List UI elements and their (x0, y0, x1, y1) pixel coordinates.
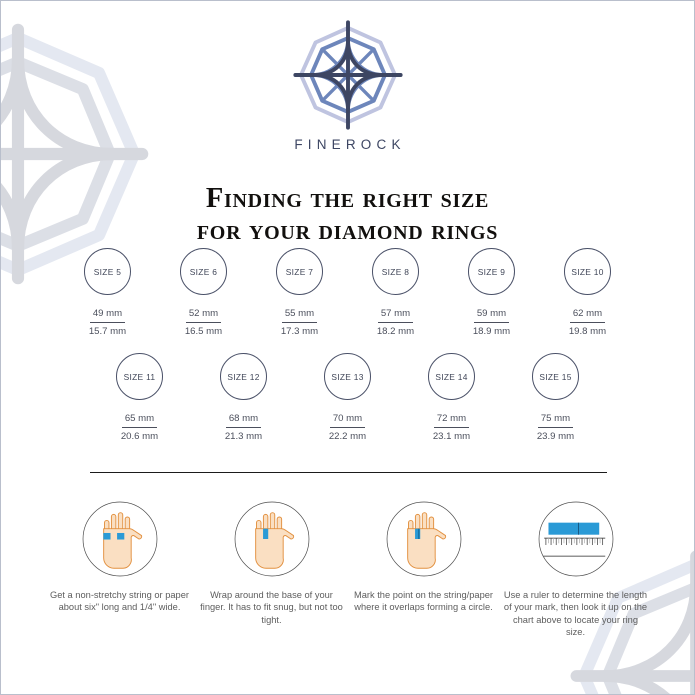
ring-size-label: SIZE 8 (381, 266, 410, 277)
ring-size-circle: SIZE 13 (324, 353, 371, 400)
circumference-value: 65 mm (121, 413, 158, 428)
size-cell: SIZE 15 75 mm 23.9 mm (504, 353, 608, 442)
circumference-value: 59 mm (473, 308, 510, 323)
diameter-value: 19.8 mm (568, 326, 607, 337)
diameter-value: 18.9 mm (472, 326, 511, 337)
diameter-value: 21.3 mm (224, 431, 263, 442)
circumference-value: 70 mm (329, 413, 366, 428)
ring-size-label: SIZE 13 (331, 371, 364, 382)
size-cell: SIZE 8 57 mm 18.2 mm (348, 248, 444, 337)
page-title-line-2: for your diamond rings (196, 215, 499, 247)
instruction-step: Mark the point on the string/paper where… (348, 496, 500, 639)
size-cell: SIZE 6 52 mm 16.5 mm (156, 248, 252, 337)
instruction-text: Use a ruler to determine the length of y… (503, 590, 648, 638)
ring-size-circle: SIZE 14 (428, 353, 475, 400)
circumference-value: 68 mm (225, 413, 262, 428)
diameter-value: 22.2 mm (328, 431, 367, 442)
instruction-text: Get a non-stretchy string or paper about… (49, 590, 189, 613)
ring-measurements: 70 mm 22.2 mm (329, 413, 366, 442)
ring-size-label: SIZE 9 (477, 266, 506, 277)
size-chart-row-1: SIZE 5 49 mm 15.7 mm SIZE 6 52 mm 16.5 m… (1, 248, 694, 337)
ring-size-circle: SIZE 7 (276, 248, 323, 295)
size-cell: SIZE 10 62 mm 19.8 mm (540, 248, 636, 337)
brand-logo-block: FINEROCK (1, 19, 694, 152)
diameter-value: 20.6 mm (120, 431, 159, 442)
instruction-text: Mark the point on the string/paper where… (353, 590, 494, 613)
instructions-row: Get a non-stretchy string or paper about… (1, 496, 694, 639)
hand-wrapped-finger-icon (229, 496, 315, 582)
ring-size-circle: SIZE 9 (468, 248, 515, 295)
instruction-step: Use a ruler to determine the length of y… (500, 496, 652, 639)
ruler-measure-icon (533, 496, 619, 582)
ring-measurements: 62 mm 19.8 mm (569, 308, 606, 337)
size-chart-row-2: SIZE 11 65 mm 20.6 mm SIZE 12 68 mm 21.3… (1, 353, 694, 442)
circumference-value: 62 mm (569, 308, 606, 323)
diameter-value: 23.1 mm (432, 431, 471, 442)
ring-measurements: 68 mm 21.3 mm (225, 413, 262, 442)
brand-wordmark: FINEROCK (294, 137, 406, 152)
ring-measurements: 65 mm 20.6 mm (121, 413, 158, 442)
size-cell: SIZE 9 59 mm 18.9 mm (444, 248, 540, 337)
ring-size-label: SIZE 5 (93, 266, 122, 277)
ring-size-circle: SIZE 12 (220, 353, 267, 400)
ring-measurements: 75 mm 23.9 mm (537, 413, 574, 442)
ring-measurements: 55 mm 17.3 mm (281, 308, 318, 337)
diameter-value: 15.7 mm (88, 326, 127, 337)
hand-with-string-icon (77, 496, 163, 582)
circumference-value: 55 mm (281, 308, 318, 323)
circumference-value: 75 mm (537, 413, 574, 428)
ring-measurements: 49 mm 15.7 mm (89, 308, 126, 337)
diameter-value: 23.9 mm (536, 431, 575, 442)
ring-size-label: SIZE 14 (435, 371, 468, 382)
size-cell: SIZE 11 65 mm 20.6 mm (88, 353, 192, 442)
circumference-value: 49 mm (89, 308, 126, 323)
ring-size-label: SIZE 6 (189, 266, 218, 277)
ring-size-circle: SIZE 15 (532, 353, 579, 400)
ring-measurements: 52 mm 16.5 mm (185, 308, 222, 337)
section-divider (90, 472, 607, 473)
circumference-value: 52 mm (185, 308, 222, 323)
ring-size-label: SIZE 10 (571, 266, 604, 277)
ring-size-circle: SIZE 11 (116, 353, 163, 400)
ring-measurements: 59 mm 18.9 mm (473, 308, 510, 337)
instruction-text: Wrap around the base of your finger. It … (200, 590, 343, 625)
circumference-value: 57 mm (377, 308, 414, 323)
ring-size-circle: SIZE 6 (180, 248, 227, 295)
size-cell: SIZE 5 49 mm 15.7 mm (60, 248, 156, 337)
size-cell: SIZE 13 70 mm 22.2 mm (296, 353, 400, 442)
ring-size-label: SIZE 15 (539, 371, 572, 382)
size-cell: SIZE 14 72 mm 23.1 mm (400, 353, 504, 442)
instruction-step: Wrap around the base of your finger. It … (196, 496, 348, 639)
ring-measurements: 57 mm 18.2 mm (377, 308, 414, 337)
page-title-line-1: Finding the right size (205, 183, 490, 215)
ring-size-label: SIZE 7 (285, 266, 314, 277)
page-title: Finding the right size for your diamond … (1, 183, 694, 247)
ring-size-label: SIZE 11 (123, 371, 156, 382)
compass-star-logo-icon (289, 19, 407, 131)
ring-size-circle: SIZE 10 (564, 248, 611, 295)
ring-size-label: SIZE 12 (227, 371, 260, 382)
size-cell: SIZE 7 55 mm 17.3 mm (252, 248, 348, 337)
diameter-value: 16.5 mm (184, 326, 223, 337)
circumference-value: 72 mm (433, 413, 470, 428)
instruction-step: Get a non-stretchy string or paper about… (44, 496, 196, 639)
ring-measurements: 72 mm 23.1 mm (433, 413, 470, 442)
diameter-value: 18.2 mm (376, 326, 415, 337)
hand-marked-string-icon (381, 496, 467, 582)
ring-size-circle: SIZE 5 (84, 248, 131, 295)
size-cell: SIZE 12 68 mm 21.3 mm (192, 353, 296, 442)
ring-size-circle: SIZE 8 (372, 248, 419, 295)
diameter-value: 17.3 mm (280, 326, 319, 337)
